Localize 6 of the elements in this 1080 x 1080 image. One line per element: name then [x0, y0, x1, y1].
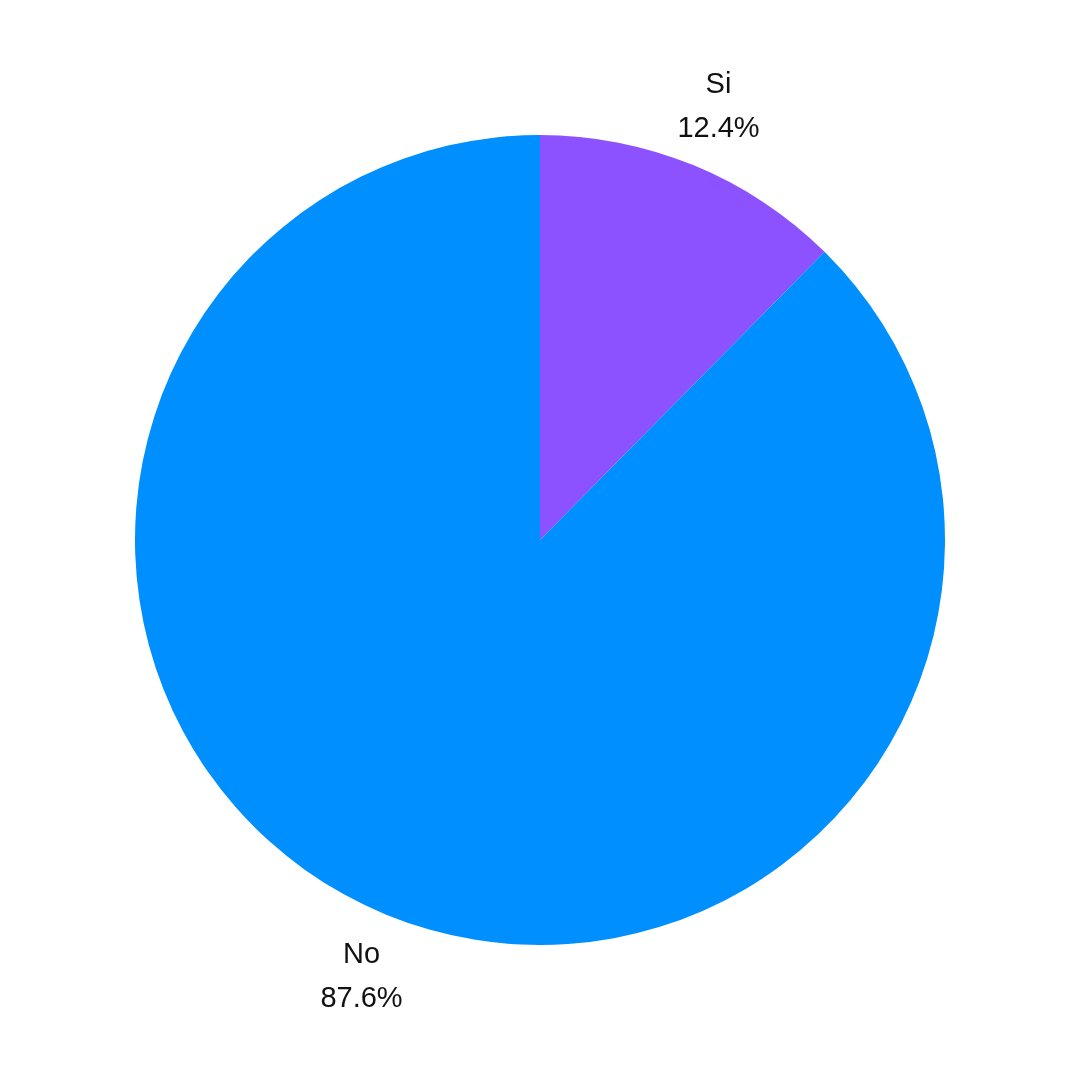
data-label: 12.4% — [677, 111, 760, 144]
slice-label: No — [342, 936, 381, 969]
slice-label: Si — [705, 67, 732, 100]
pie-slice — [540, 135, 825, 540]
pie-slice — [135, 135, 945, 945]
data-label: 87.6% — [320, 980, 403, 1013]
